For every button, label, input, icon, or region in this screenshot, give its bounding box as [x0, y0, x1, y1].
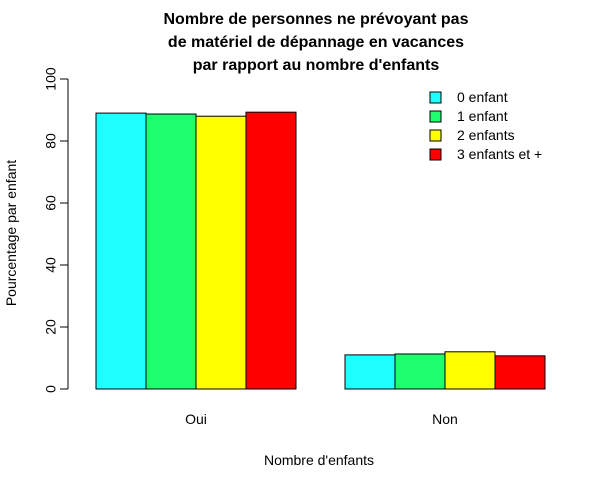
chart-title-line-2: de matériel de dépannage en vacances — [168, 34, 464, 51]
legend-swatch — [429, 91, 442, 104]
legend-swatch — [429, 148, 442, 161]
y-tick-label: 100 — [43, 67, 59, 91]
y-tick-label: 0 — [43, 385, 59, 393]
bar-non-1 — [394, 353, 446, 390]
x-axis-label: Nombre d'enfants — [264, 452, 374, 468]
legend-label: 2 enfants — [457, 127, 515, 143]
plot-area: 0 20 40 60 80 100 Oui Non — [43, 67, 546, 427]
legend-swatch — [429, 110, 442, 123]
y-tick-label: 60 — [43, 195, 59, 211]
bar-oui-3 — [245, 111, 297, 390]
bar-oui-1 — [145, 113, 197, 390]
bar-oui-2 — [195, 115, 247, 390]
legend-swatch — [429, 129, 442, 142]
chart-title-line-1: Nombre de personnes ne prévoyant pas — [164, 11, 469, 28]
chart-title-line-3: par rapport au nombre d'enfants — [193, 57, 440, 74]
bar-non-2 — [444, 351, 496, 390]
legend-label: 1 enfant — [457, 108, 508, 124]
legend-label: 0 enfant — [457, 89, 508, 105]
y-tick-label: 80 — [43, 133, 59, 149]
y-axis-label: Pourcentage par enfant — [3, 160, 19, 306]
y-tick-label: 20 — [43, 319, 59, 335]
bar-non-0 — [344, 354, 396, 390]
x-category-label: Non — [432, 411, 458, 427]
x-category-label: Oui — [185, 411, 207, 427]
y-tick-label: 40 — [43, 257, 59, 273]
legend-label: 3 enfants et + — [457, 146, 542, 162]
legend: 0 enfant 1 enfant 2 enfants 3 enfants et + — [429, 89, 542, 162]
bar-oui-0 — [95, 112, 147, 390]
bar-non-3 — [494, 355, 546, 390]
